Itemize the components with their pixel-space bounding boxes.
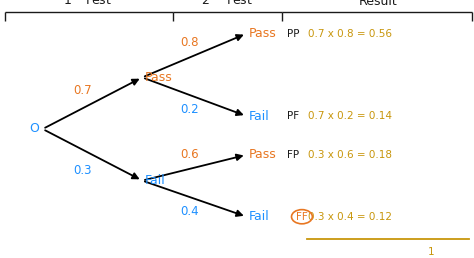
Text: Result: Result	[359, 0, 398, 8]
Text: FP: FP	[287, 150, 299, 160]
Text: PF: PF	[287, 111, 299, 121]
Text: $2^{\rm nd}$ Test: $2^{\rm nd}$ Test	[201, 0, 253, 8]
Text: O: O	[29, 123, 39, 135]
Text: 0.4: 0.4	[180, 205, 199, 218]
Text: 0.6: 0.6	[180, 148, 199, 161]
Text: Pass: Pass	[145, 71, 173, 84]
Text: 0.3 x 0.6 = 0.18: 0.3 x 0.6 = 0.18	[308, 150, 392, 160]
Text: Fail: Fail	[249, 210, 270, 223]
Text: Fail: Fail	[249, 110, 270, 123]
Text: 0.3: 0.3	[73, 164, 92, 177]
Text: 0.7 x 0.2 = 0.14: 0.7 x 0.2 = 0.14	[308, 111, 392, 121]
Text: 0.8: 0.8	[180, 36, 199, 49]
Text: FF: FF	[296, 212, 308, 222]
Text: Fail: Fail	[145, 174, 165, 187]
Text: 0.3 x 0.4 = 0.12: 0.3 x 0.4 = 0.12	[308, 212, 392, 222]
Text: PP: PP	[287, 29, 299, 38]
Text: 0.7: 0.7	[73, 84, 92, 97]
Text: $1^{\rm st}$ Test: $1^{\rm st}$ Test	[63, 0, 112, 8]
Text: 0.2: 0.2	[180, 103, 199, 116]
Text: Pass: Pass	[249, 27, 277, 40]
Text: Pass: Pass	[249, 148, 277, 161]
Text: 1: 1	[428, 247, 435, 256]
Text: 0.7 x 0.8 = 0.56: 0.7 x 0.8 = 0.56	[308, 29, 392, 38]
